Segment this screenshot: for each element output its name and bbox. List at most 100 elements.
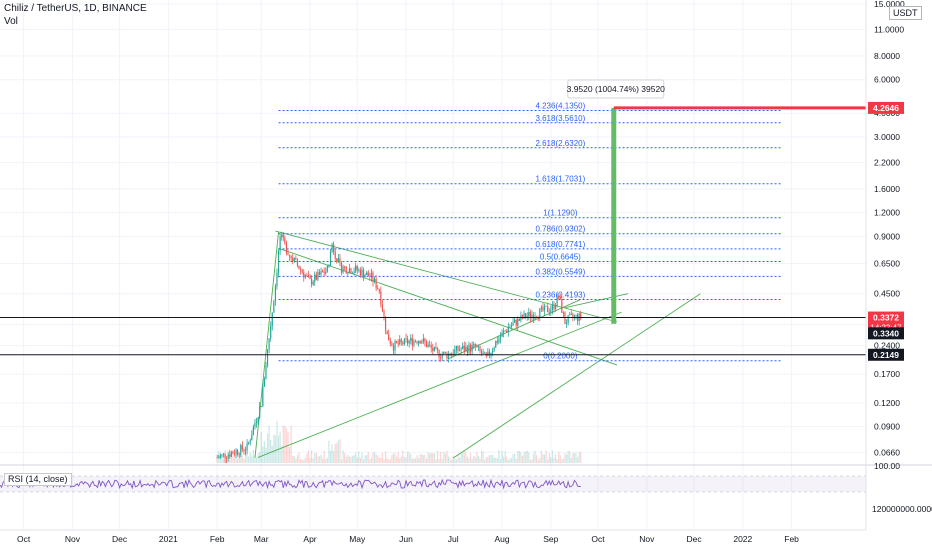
candle-body bbox=[474, 344, 476, 347]
rsi-line bbox=[0, 478, 581, 490]
volume-bar bbox=[260, 431, 262, 463]
volume-bar bbox=[263, 441, 265, 463]
time-axis[interactable]: Oct Nov Dec 2021 Feb Mar Apr May Jun Jul Aug Sep Oct… bbox=[17, 534, 799, 544]
volume-bar bbox=[336, 442, 338, 463]
volume-bar bbox=[386, 458, 388, 463]
volume-bar bbox=[391, 455, 393, 463]
candle-body bbox=[262, 386, 264, 407]
price-tick-label: 1.6000 bbox=[874, 184, 900, 194]
candle-body bbox=[218, 457, 220, 459]
volume-bar bbox=[389, 458, 391, 463]
candle-body bbox=[274, 286, 277, 302]
candle-body bbox=[372, 272, 374, 282]
price-tick-label: 0.0900 bbox=[874, 422, 900, 432]
symbol-title[interactable]: Chiliz / TetherUS, 1D, BINANCE bbox=[4, 3, 147, 14]
candle-body bbox=[466, 346, 469, 354]
candle-body bbox=[306, 275, 308, 277]
volume-bar bbox=[394, 453, 396, 463]
volume-bar bbox=[400, 456, 402, 463]
volume-bar bbox=[536, 454, 538, 463]
volume-bar bbox=[364, 455, 366, 463]
volume-bar bbox=[504, 451, 506, 463]
volume-bar bbox=[521, 455, 524, 463]
candle-body bbox=[388, 334, 390, 341]
volume-bar bbox=[436, 450, 439, 463]
candle-body bbox=[336, 258, 338, 263]
horizontal-lines[interactable] bbox=[0, 317, 866, 356]
measure-tool[interactable]: 3.9520 (1004.74%) 39520 bbox=[567, 79, 866, 324]
rsi-pane: 100.00 120000000.0000 bbox=[0, 461, 932, 514]
volume-bar bbox=[446, 450, 448, 463]
volume-bar bbox=[295, 458, 297, 463]
volume-bar bbox=[441, 459, 443, 463]
candle-body bbox=[241, 445, 243, 450]
candle-body bbox=[559, 297, 561, 299]
volume-bar bbox=[547, 459, 549, 463]
volume-bar bbox=[288, 446, 291, 463]
volume-bar bbox=[468, 458, 470, 463]
candle-body bbox=[320, 271, 322, 275]
volume-bar bbox=[243, 458, 245, 463]
candle-body bbox=[353, 271, 355, 274]
candle-body bbox=[400, 339, 402, 342]
volume-bar bbox=[344, 452, 346, 463]
rsi-axis-value-label: 120000000.0000 bbox=[872, 504, 932, 514]
candle-body bbox=[575, 314, 577, 316]
volume-bar bbox=[222, 455, 225, 463]
volume-bar bbox=[458, 458, 461, 463]
candle-body bbox=[340, 262, 343, 273]
volume-bar bbox=[380, 457, 382, 463]
volume-bar bbox=[326, 457, 328, 463]
volume-bar bbox=[249, 452, 251, 463]
candle-body bbox=[348, 268, 350, 273]
candle-body bbox=[441, 354, 443, 358]
candle-body bbox=[230, 452, 232, 457]
candle-body bbox=[488, 351, 491, 356]
volume-bar bbox=[259, 451, 261, 463]
volume-bar bbox=[265, 447, 267, 463]
volume-bar bbox=[251, 456, 253, 463]
volume-bar bbox=[312, 458, 314, 463]
candle-body bbox=[469, 344, 472, 352]
candle-body bbox=[249, 440, 251, 442]
candle-body bbox=[458, 349, 461, 351]
volume-bar bbox=[523, 452, 525, 463]
volume-bar bbox=[551, 450, 553, 463]
fib-level-label: 0.5(0.6645) bbox=[540, 253, 581, 262]
candle-body bbox=[495, 341, 497, 348]
candles bbox=[216, 231, 582, 464]
volume-bar bbox=[329, 450, 332, 463]
volume-bar bbox=[403, 456, 406, 463]
candle-body bbox=[309, 275, 311, 279]
candle-body bbox=[279, 236, 281, 251]
currency-badge[interactable]: USDT bbox=[889, 6, 922, 20]
volume-label[interactable]: Vol bbox=[4, 16, 18, 27]
volume-bar bbox=[271, 445, 273, 463]
candle-body bbox=[419, 340, 421, 344]
candle-body bbox=[219, 455, 221, 458]
candle-body bbox=[446, 352, 448, 359]
candle-body bbox=[499, 336, 502, 339]
rsi-legend[interactable]: RSI (14, close) bbox=[4, 473, 72, 486]
volume-bar bbox=[537, 459, 539, 463]
candle-body bbox=[496, 341, 498, 343]
volume-bar bbox=[355, 452, 357, 463]
candle-body bbox=[347, 272, 349, 274]
volume-bar bbox=[292, 456, 294, 463]
fib-level-label: 0.786(0.9302) bbox=[535, 225, 585, 234]
volume-bar bbox=[561, 459, 563, 463]
candle-body bbox=[414, 340, 417, 342]
candle-body bbox=[545, 305, 547, 307]
volume-bar bbox=[529, 459, 531, 463]
volume-bar bbox=[276, 420, 278, 463]
candle-body bbox=[331, 244, 333, 252]
volume-bar bbox=[340, 459, 343, 463]
trendlines[interactable] bbox=[254, 230, 701, 459]
candle-body bbox=[299, 269, 302, 270]
candle-body bbox=[487, 351, 489, 356]
volume-bar bbox=[455, 459, 457, 463]
volume-bar bbox=[493, 457, 495, 463]
volume-bar bbox=[578, 452, 580, 463]
time-tick-label: Mar bbox=[254, 534, 269, 544]
